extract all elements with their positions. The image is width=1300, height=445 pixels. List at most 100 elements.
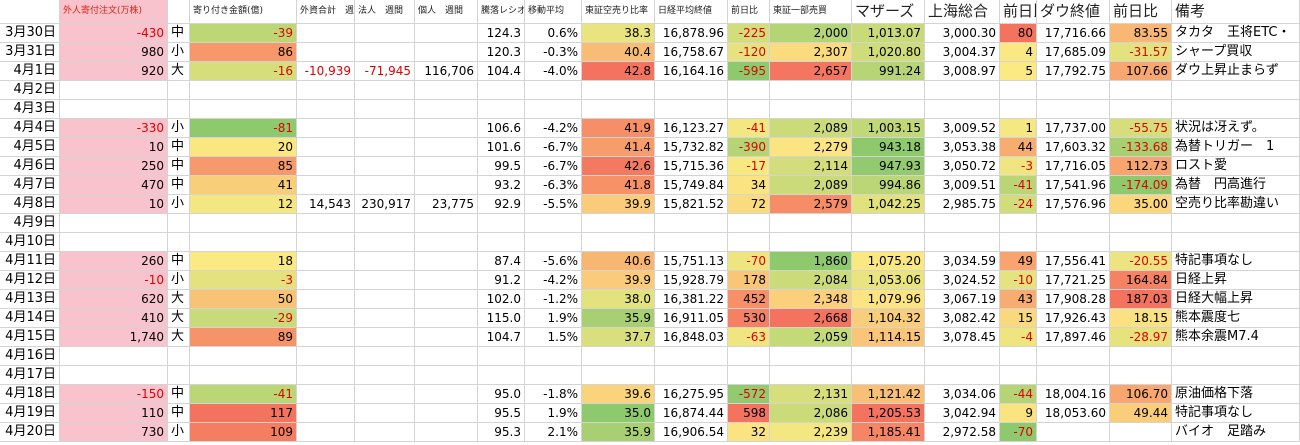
data-cell: 920 — [60, 62, 168, 81]
data-cell: 230,917 — [355, 195, 415, 214]
data-cell: 42.8 — [582, 62, 655, 81]
data-cell — [770, 233, 852, 252]
data-cell: -16 — [190, 62, 297, 81]
data-cell: 4 — [1000, 43, 1037, 62]
data-cell: 1,740 — [60, 328, 168, 347]
data-cell — [355, 385, 415, 404]
date-cell: 4月20日 — [0, 423, 60, 442]
data-cell: 1,104.32 — [852, 309, 925, 328]
data-cell: 947.93 — [852, 157, 925, 176]
data-cell — [415, 233, 478, 252]
data-cell: -20.55 — [1110, 252, 1172, 271]
data-cell — [1172, 81, 1300, 100]
data-cell: 3,042.94 — [925, 404, 1000, 423]
data-cell: 980 — [60, 43, 168, 62]
header-cell: 移動平均 — [525, 0, 582, 24]
data-cell — [60, 347, 168, 366]
data-cell — [478, 214, 525, 233]
data-cell: -0.3% — [525, 43, 582, 62]
data-cell: 95.5 — [478, 404, 525, 423]
data-cell: 99.5 — [478, 157, 525, 176]
data-cell: 1,020.80 — [852, 43, 925, 62]
data-cell: 為替トリガー 1 — [1172, 138, 1300, 157]
data-cell — [415, 100, 478, 119]
data-cell: -3 — [190, 271, 297, 290]
data-cell: 17,926.43 — [1037, 309, 1110, 328]
header-cell: 前日比 — [1000, 0, 1037, 24]
data-cell: 1,860 — [770, 252, 852, 271]
data-cell — [852, 233, 925, 252]
data-cell: 15,928.79 — [655, 271, 728, 290]
data-cell: 1,042.25 — [852, 195, 925, 214]
data-cell: 116,706 — [415, 62, 478, 81]
data-cell: -133.68 — [1110, 138, 1172, 157]
data-cell: 3,000.30 — [925, 24, 1000, 43]
data-cell — [525, 233, 582, 252]
data-cell: 41 — [190, 176, 297, 195]
data-cell — [355, 100, 415, 119]
data-cell: 110 — [60, 404, 168, 423]
data-cell — [1037, 214, 1110, 233]
data-cell: 101.6 — [478, 138, 525, 157]
data-cell: 2,131 — [770, 385, 852, 404]
data-cell: 1.5% — [525, 328, 582, 347]
data-cell: 943.18 — [852, 138, 925, 157]
data-cell: 598 — [728, 404, 770, 423]
data-cell: 3,082.42 — [925, 309, 1000, 328]
data-cell: -6.3% — [525, 176, 582, 195]
data-cell: 37.7 — [582, 328, 655, 347]
data-cell: 熊本震度七 — [1172, 309, 1300, 328]
header-cell: 騰落レシオ — [478, 0, 525, 24]
data-cell: 16,874.44 — [655, 404, 728, 423]
data-cell — [297, 328, 355, 347]
data-cell: 109 — [190, 423, 297, 442]
data-cell — [478, 366, 525, 385]
data-cell — [582, 81, 655, 100]
data-cell: 16,878.96 — [655, 24, 728, 43]
data-cell — [297, 24, 355, 43]
date-cell: 3月30日 — [0, 24, 60, 43]
data-cell: 20 — [190, 138, 297, 157]
data-cell: 470 — [60, 176, 168, 195]
data-cell — [582, 347, 655, 366]
data-cell — [728, 100, 770, 119]
data-cell: 260 — [60, 252, 168, 271]
data-cell: 994.86 — [852, 176, 925, 195]
data-cell: 85 — [190, 157, 297, 176]
data-cell: 中 — [168, 138, 190, 157]
data-cell: 1,114.15 — [852, 328, 925, 347]
data-cell — [655, 347, 728, 366]
data-cell: -10,939 — [297, 62, 355, 81]
data-cell — [852, 214, 925, 233]
data-cell — [1000, 214, 1037, 233]
data-cell: 2,084 — [770, 271, 852, 290]
data-cell — [655, 214, 728, 233]
data-cell: 3,067.19 — [925, 290, 1000, 309]
data-cell: -330 — [60, 119, 168, 138]
data-cell — [190, 366, 297, 385]
data-cell: 16,275.95 — [655, 385, 728, 404]
data-cell — [355, 138, 415, 157]
data-cell: 49 — [1000, 252, 1037, 271]
data-cell: 39.9 — [582, 271, 655, 290]
data-cell — [297, 347, 355, 366]
header-cell: 備考 — [1172, 0, 1300, 24]
data-cell: 小 — [168, 195, 190, 214]
data-cell: -70 — [728, 252, 770, 271]
data-cell — [355, 233, 415, 252]
data-cell: -44 — [1000, 385, 1037, 404]
data-cell — [415, 214, 478, 233]
data-cell — [728, 214, 770, 233]
data-cell: -41 — [1000, 176, 1037, 195]
data-cell — [415, 328, 478, 347]
data-cell: 452 — [728, 290, 770, 309]
data-cell — [478, 81, 525, 100]
data-cell: 熊本余震M7.4 — [1172, 328, 1300, 347]
data-cell: 小 — [168, 271, 190, 290]
data-cell: 中 — [168, 157, 190, 176]
data-cell — [297, 157, 355, 176]
data-cell: 18,053.60 — [1037, 404, 1110, 423]
data-cell: 1,205.53 — [852, 404, 925, 423]
data-cell: 35.9 — [582, 423, 655, 442]
date-cell: 4月14日 — [0, 309, 60, 328]
